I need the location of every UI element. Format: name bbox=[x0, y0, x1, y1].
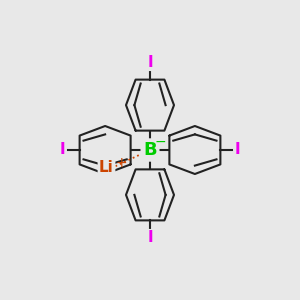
Text: −: − bbox=[155, 135, 166, 149]
Text: +: + bbox=[115, 156, 127, 170]
Text: I: I bbox=[60, 142, 66, 158]
Text: B: B bbox=[143, 141, 157, 159]
Text: I: I bbox=[234, 142, 240, 158]
Text: Li: Li bbox=[99, 160, 114, 175]
Text: I: I bbox=[147, 230, 153, 245]
Text: I: I bbox=[147, 55, 153, 70]
